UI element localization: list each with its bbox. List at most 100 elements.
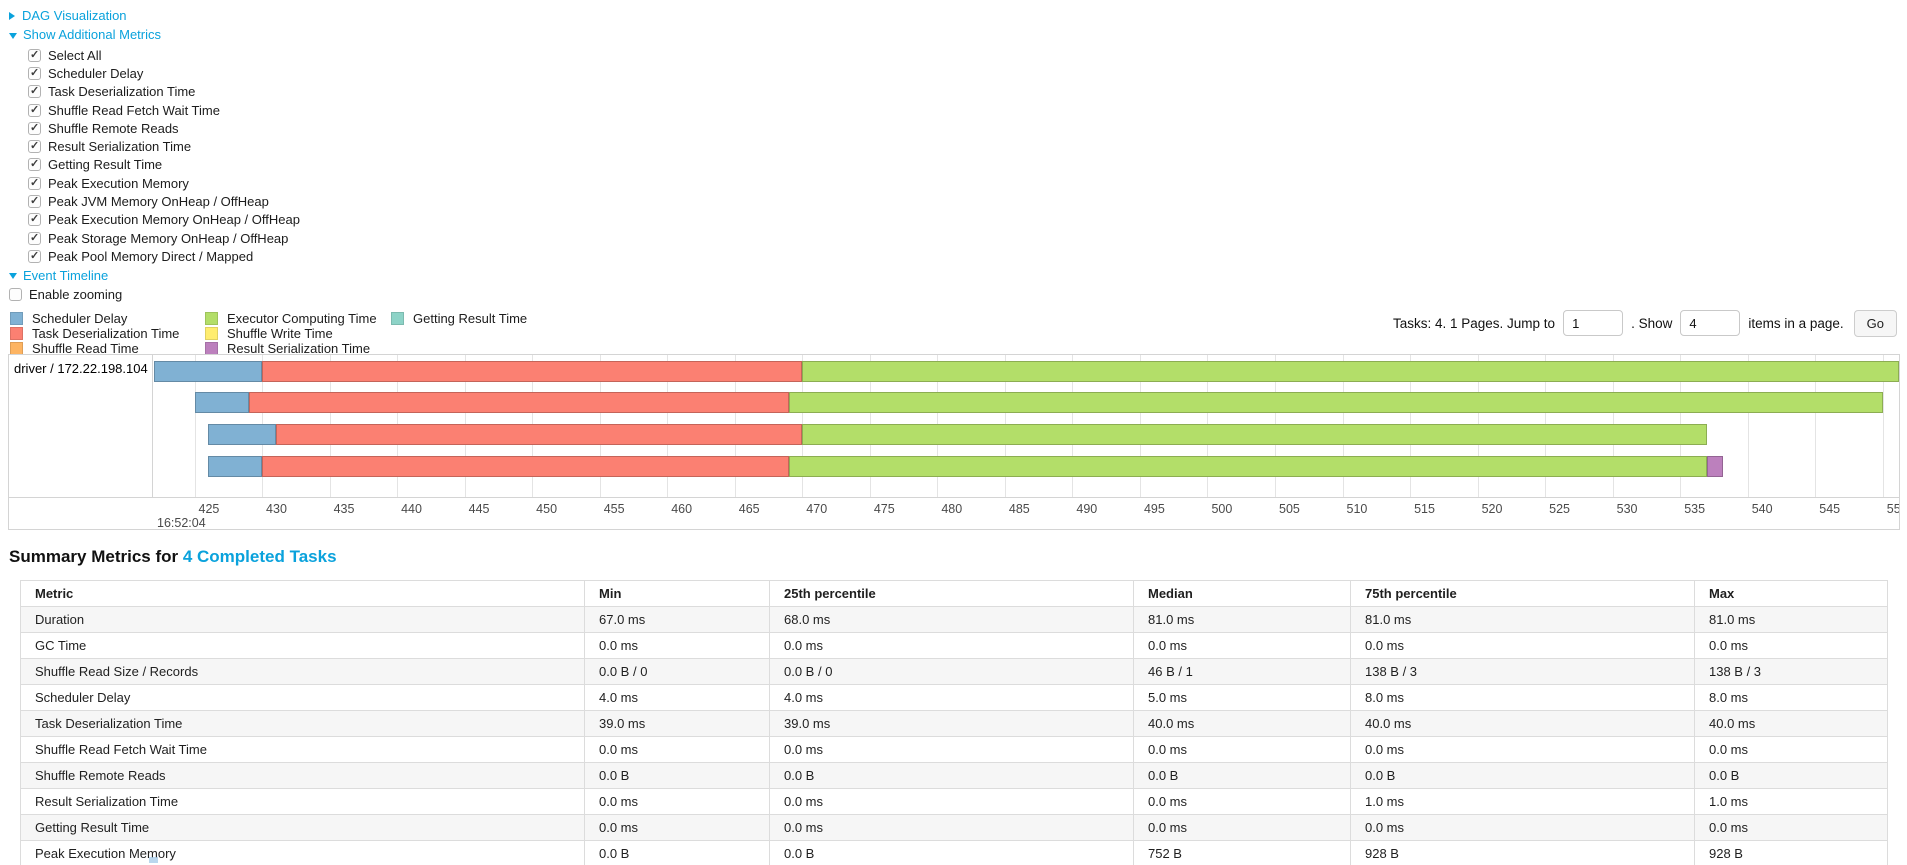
getting-result-time-checkbox[interactable] — [28, 157, 41, 172]
axis-tick-label: 455 — [603, 501, 625, 516]
metric-option-label: Select All — [48, 47, 102, 63]
legend-column: Executor Computing Time Shuffle Write Tim… — [205, 311, 377, 356]
metric-value-cell: 81.0 ms — [1133, 605, 1351, 633]
task-pagination: Tasks: 4. 1 Pages. Jump to . Show items … — [1393, 309, 1897, 337]
legend-label: Shuffle Write Time — [227, 325, 333, 341]
peak-execution-memory-checkbox[interactable] — [28, 176, 41, 190]
metric-option-label: Peak Pool Memory Direct / Mapped — [48, 248, 254, 264]
axis-tick-label: 480 — [941, 501, 963, 516]
metric-value-cell: 928 B — [1694, 839, 1888, 865]
axis-separator — [9, 496, 1899, 498]
legend-item-executor-computing-time: Executor Computing Time — [205, 311, 377, 326]
enable-zooming-label: Enable zooming — [29, 286, 123, 302]
select-all-checkbox[interactable] — [28, 48, 41, 62]
legend-item-result-serialization-time: Result Serialization Time — [205, 341, 377, 356]
dag-visualization-toggle[interactable]: DAG Visualization — [9, 6, 1907, 25]
table-row-duration: Duration 67.0 ms 68.0 ms 81.0 ms 81.0 ms 81.0… — [20, 605, 1888, 633]
jump-to-page-input[interactable] — [1563, 310, 1624, 337]
axis-tick-label: 435 — [333, 501, 355, 516]
metric-option-peak-execution-memory-onheap-offheap: Peak Execution Memory OnHeap / OffHeap — [28, 211, 1907, 229]
legend-label: Scheduler Delay — [32, 311, 128, 327]
metric-value-cell: 0.0 ms — [1350, 631, 1695, 659]
metric-value-cell: 0.0 ms — [584, 735, 770, 763]
task-deserialization-time-checkbox[interactable] — [28, 84, 41, 99]
metric-value-cell: 1.0 ms — [1694, 787, 1888, 815]
summary-metrics-heading: Summary Metrics for 4 Completed Tasks — [9, 547, 1907, 567]
table-row-getting-result-time: Getting Result Time 0.0 ms 0.0 ms 0.0 ms 0.0… — [20, 813, 1888, 841]
peak-storage-memory-onheap-offheap-checkbox[interactable] — [28, 231, 41, 245]
peak-execution-memory-onheap-offheap-checkbox[interactable] — [28, 212, 41, 227]
table-row-scheduler-delay: Scheduler Delay 4.0 ms 4.0 ms 5.0 ms 8.0 ms 8… — [20, 683, 1888, 711]
axis-tick-label: 545 — [1819, 501, 1841, 516]
axis-tick-label: 440 — [401, 501, 422, 516]
legend-column: Scheduler Delay Task Deserialization Time… — [10, 311, 179, 356]
metric-value-cell: 0.0 B — [1694, 761, 1888, 789]
legend-item-scheduler-delay: Scheduler Delay — [10, 311, 179, 327]
legend-swatch-icon — [391, 312, 404, 326]
metric-value-cell: 8.0 ms — [1350, 683, 1695, 711]
metric-value-cell: 0.0 ms — [769, 787, 1134, 815]
axis-tick-label: 530 — [1616, 501, 1638, 516]
axis-tick-label: 450 — [536, 501, 558, 516]
axis-tick-label: 525 — [1549, 501, 1570, 516]
metric-value-cell: 1.0 ms — [1350, 787, 1695, 815]
legend-swatch-icon — [10, 312, 23, 326]
table-row-shuffle-remote-reads: Shuffle Remote Reads 0.0 B 0.0 B 0.0 B 0.0 B… — [20, 761, 1888, 789]
gridline — [1747, 354, 1749, 497]
metric-option-label: Shuffle Remote Reads — [48, 120, 179, 136]
column-header-median: Median — [1133, 579, 1351, 607]
enable-zooming-row: Enable zooming — [9, 285, 1907, 304]
axis-tick-label: 490 — [1076, 501, 1098, 516]
expanded-arrow-icon — [9, 273, 17, 280]
axis-tick-label: 520 — [1481, 501, 1503, 516]
timeline-plot-area: 425 430 435 440 445 450 455 460 465 470 475 480 485 4… — [154, 354, 1899, 529]
column-header-25th-percentile: 25th percentile — [769, 579, 1134, 607]
metric-option-shuffle-remote-reads: Shuffle Remote Reads — [28, 119, 1907, 137]
axis-tick-label: 445 — [468, 501, 490, 516]
legend-item-shuffle-read-time: Shuffle Read Time — [10, 341, 179, 356]
axis-tick-label: 470 — [806, 501, 828, 516]
items-per-page-input[interactable] — [1680, 310, 1741, 337]
metric-value-cell: 40.0 ms — [1694, 709, 1888, 737]
metric-option-peak-jvm-memory-onheap-offheap: Peak JVM Memory OnHeap / OffHeap — [28, 192, 1907, 210]
peak-jvm-memory-onheap-offheap-checkbox[interactable] — [28, 194, 41, 209]
metric-value-cell: 40.0 ms — [1350, 709, 1695, 737]
metric-name-cell: Scheduler Delay — [20, 683, 585, 711]
task-2-segment-task-deserialization-time — [248, 391, 789, 413]
metric-option-label: Getting Result Time — [48, 157, 163, 173]
scheduler-delay-checkbox[interactable] — [28, 66, 41, 80]
metric-value-cell: 0.0 B — [769, 839, 1134, 865]
column-header-75th-percentile: 75th percentile — [1350, 579, 1695, 607]
items-in-page-label: items in a page. — [1748, 315, 1844, 331]
metric-option-scheduler-delay: Scheduler Delay — [28, 64, 1907, 82]
task-3-segment-task-deserialization-time — [275, 423, 803, 445]
enable-zooming-checkbox[interactable] — [9, 287, 22, 301]
completed-tasks-link[interactable]: 4 Completed Tasks — [182, 546, 337, 566]
dag-visualization-label: DAG Visualization — [22, 8, 127, 23]
metric-value-cell: 0.0 ms — [769, 631, 1134, 659]
task-3-segment-executor-computing-time — [802, 423, 1708, 445]
metric-option-task-deserialization-time: Task Deserialization Time — [28, 83, 1907, 101]
metric-value-cell: 39.0 ms — [584, 709, 770, 737]
table-row-gc-time: GC Time 0.0 ms 0.0 ms 0.0 ms 0.0 ms 0.0 ms — [20, 631, 1888, 659]
go-button[interactable]: Go — [1853, 309, 1897, 337]
metric-name-cell: Peak Execution Memory — [20, 839, 585, 865]
legend-swatch-icon — [205, 312, 218, 326]
peak-pool-memory-direct-mapped-checkbox[interactable] — [28, 249, 41, 263]
legend-column: Getting Result Time — [391, 311, 527, 326]
table-row-task-deserialization-time: Task Deserialization Time 39.0 ms 39.0 ms 4… — [20, 709, 1888, 737]
shuffle-remote-reads-checkbox[interactable] — [28, 121, 41, 135]
metric-option-label: Peak Storage Memory OnHeap / OffHeap — [48, 230, 289, 246]
event-timeline-toggle[interactable]: Event Timeline — [9, 266, 1907, 285]
column-header-max: Max — [1694, 579, 1888, 607]
show-additional-metrics-toggle[interactable]: Show Additional Metrics — [9, 25, 1907, 44]
metric-value-cell: 0.0 ms — [584, 787, 770, 815]
shuffle-read-fetch-wait-time-checkbox[interactable] — [28, 103, 41, 117]
metric-value-cell: 0.0 ms — [584, 813, 770, 841]
metric-value-cell: 0.0 B — [584, 839, 770, 865]
metric-value-cell: 0.0 ms — [584, 631, 770, 659]
column-header-metric: Metric — [20, 579, 585, 607]
gridline — [1882, 354, 1884, 497]
column-header-min: Min — [584, 579, 770, 607]
result-serialization-time-checkbox[interactable] — [28, 139, 41, 154]
